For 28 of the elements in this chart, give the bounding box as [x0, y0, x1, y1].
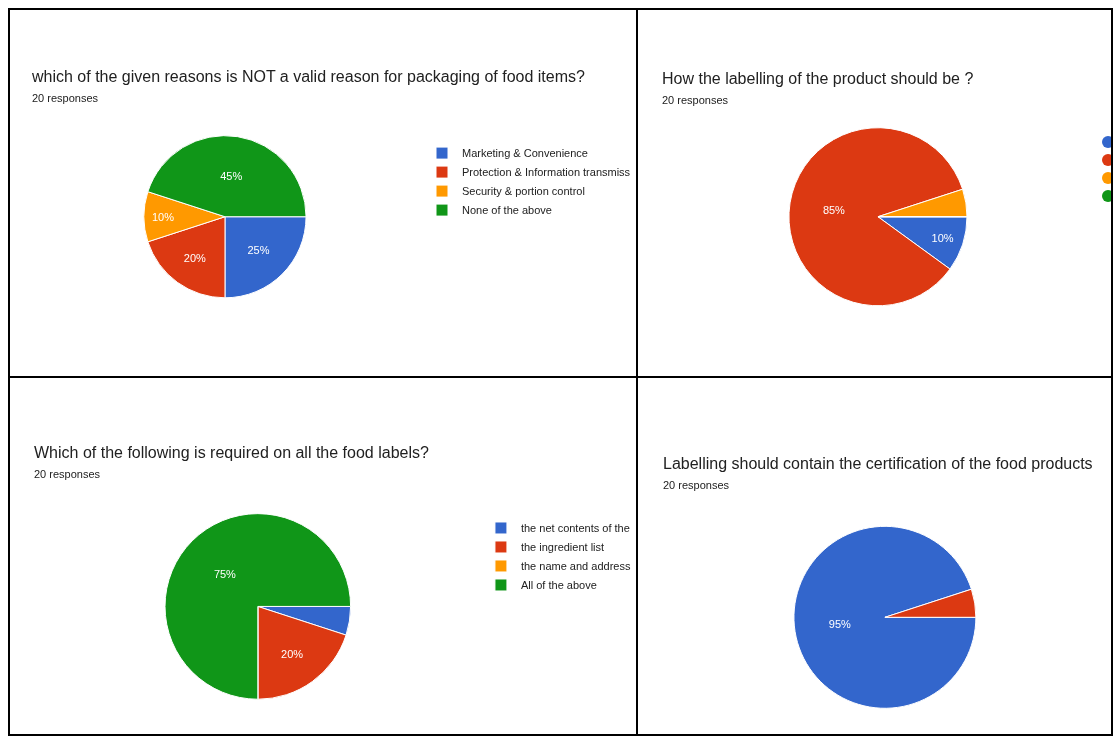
data-label: 45% — [220, 170, 243, 183]
legend-label: All of the above — [520, 579, 597, 592]
data-label: 95% — [828, 618, 852, 631]
legend-label: Security & portion control — [462, 185, 585, 198]
data-label: 75% — [213, 567, 237, 580]
data-label: 10% — [931, 231, 954, 244]
text: 20 responses — [663, 479, 730, 491]
data-label: 25% — [247, 244, 270, 257]
pie-slice — [788, 127, 964, 307]
pie-slice — [164, 513, 352, 700]
chart-title: How the labelling of the product should be ? — [662, 70, 974, 88]
legend-label: the net contents of the — [520, 522, 630, 535]
chart-title: Labelling should contain the certification of the food products — [663, 455, 1093, 473]
text: 20 responses — [34, 468, 101, 480]
legend-label: the ingredient list — [520, 541, 605, 554]
data-label: 20% — [183, 252, 207, 265]
legend-label: Marketing & Convenience — [462, 147, 588, 160]
text: 20 responses — [662, 94, 729, 106]
legend-label: Protection & Information transmiss — [462, 166, 631, 179]
chart-title: which of the given reasons is NOT a valid reason for packaging of food items? — [32, 68, 585, 86]
data-label: 10% — [151, 210, 175, 223]
legend-label: None of the above — [462, 204, 552, 217]
chart-title: Which of the following is required on all the food labels? — [34, 444, 429, 462]
legend-label: the name and address — [520, 560, 631, 573]
chart-subtitle: 20 responses — [32, 92, 99, 104]
data-label: 85% — [822, 203, 846, 216]
pie-slice — [793, 525, 977, 709]
data-label: 20% — [281, 647, 304, 660]
